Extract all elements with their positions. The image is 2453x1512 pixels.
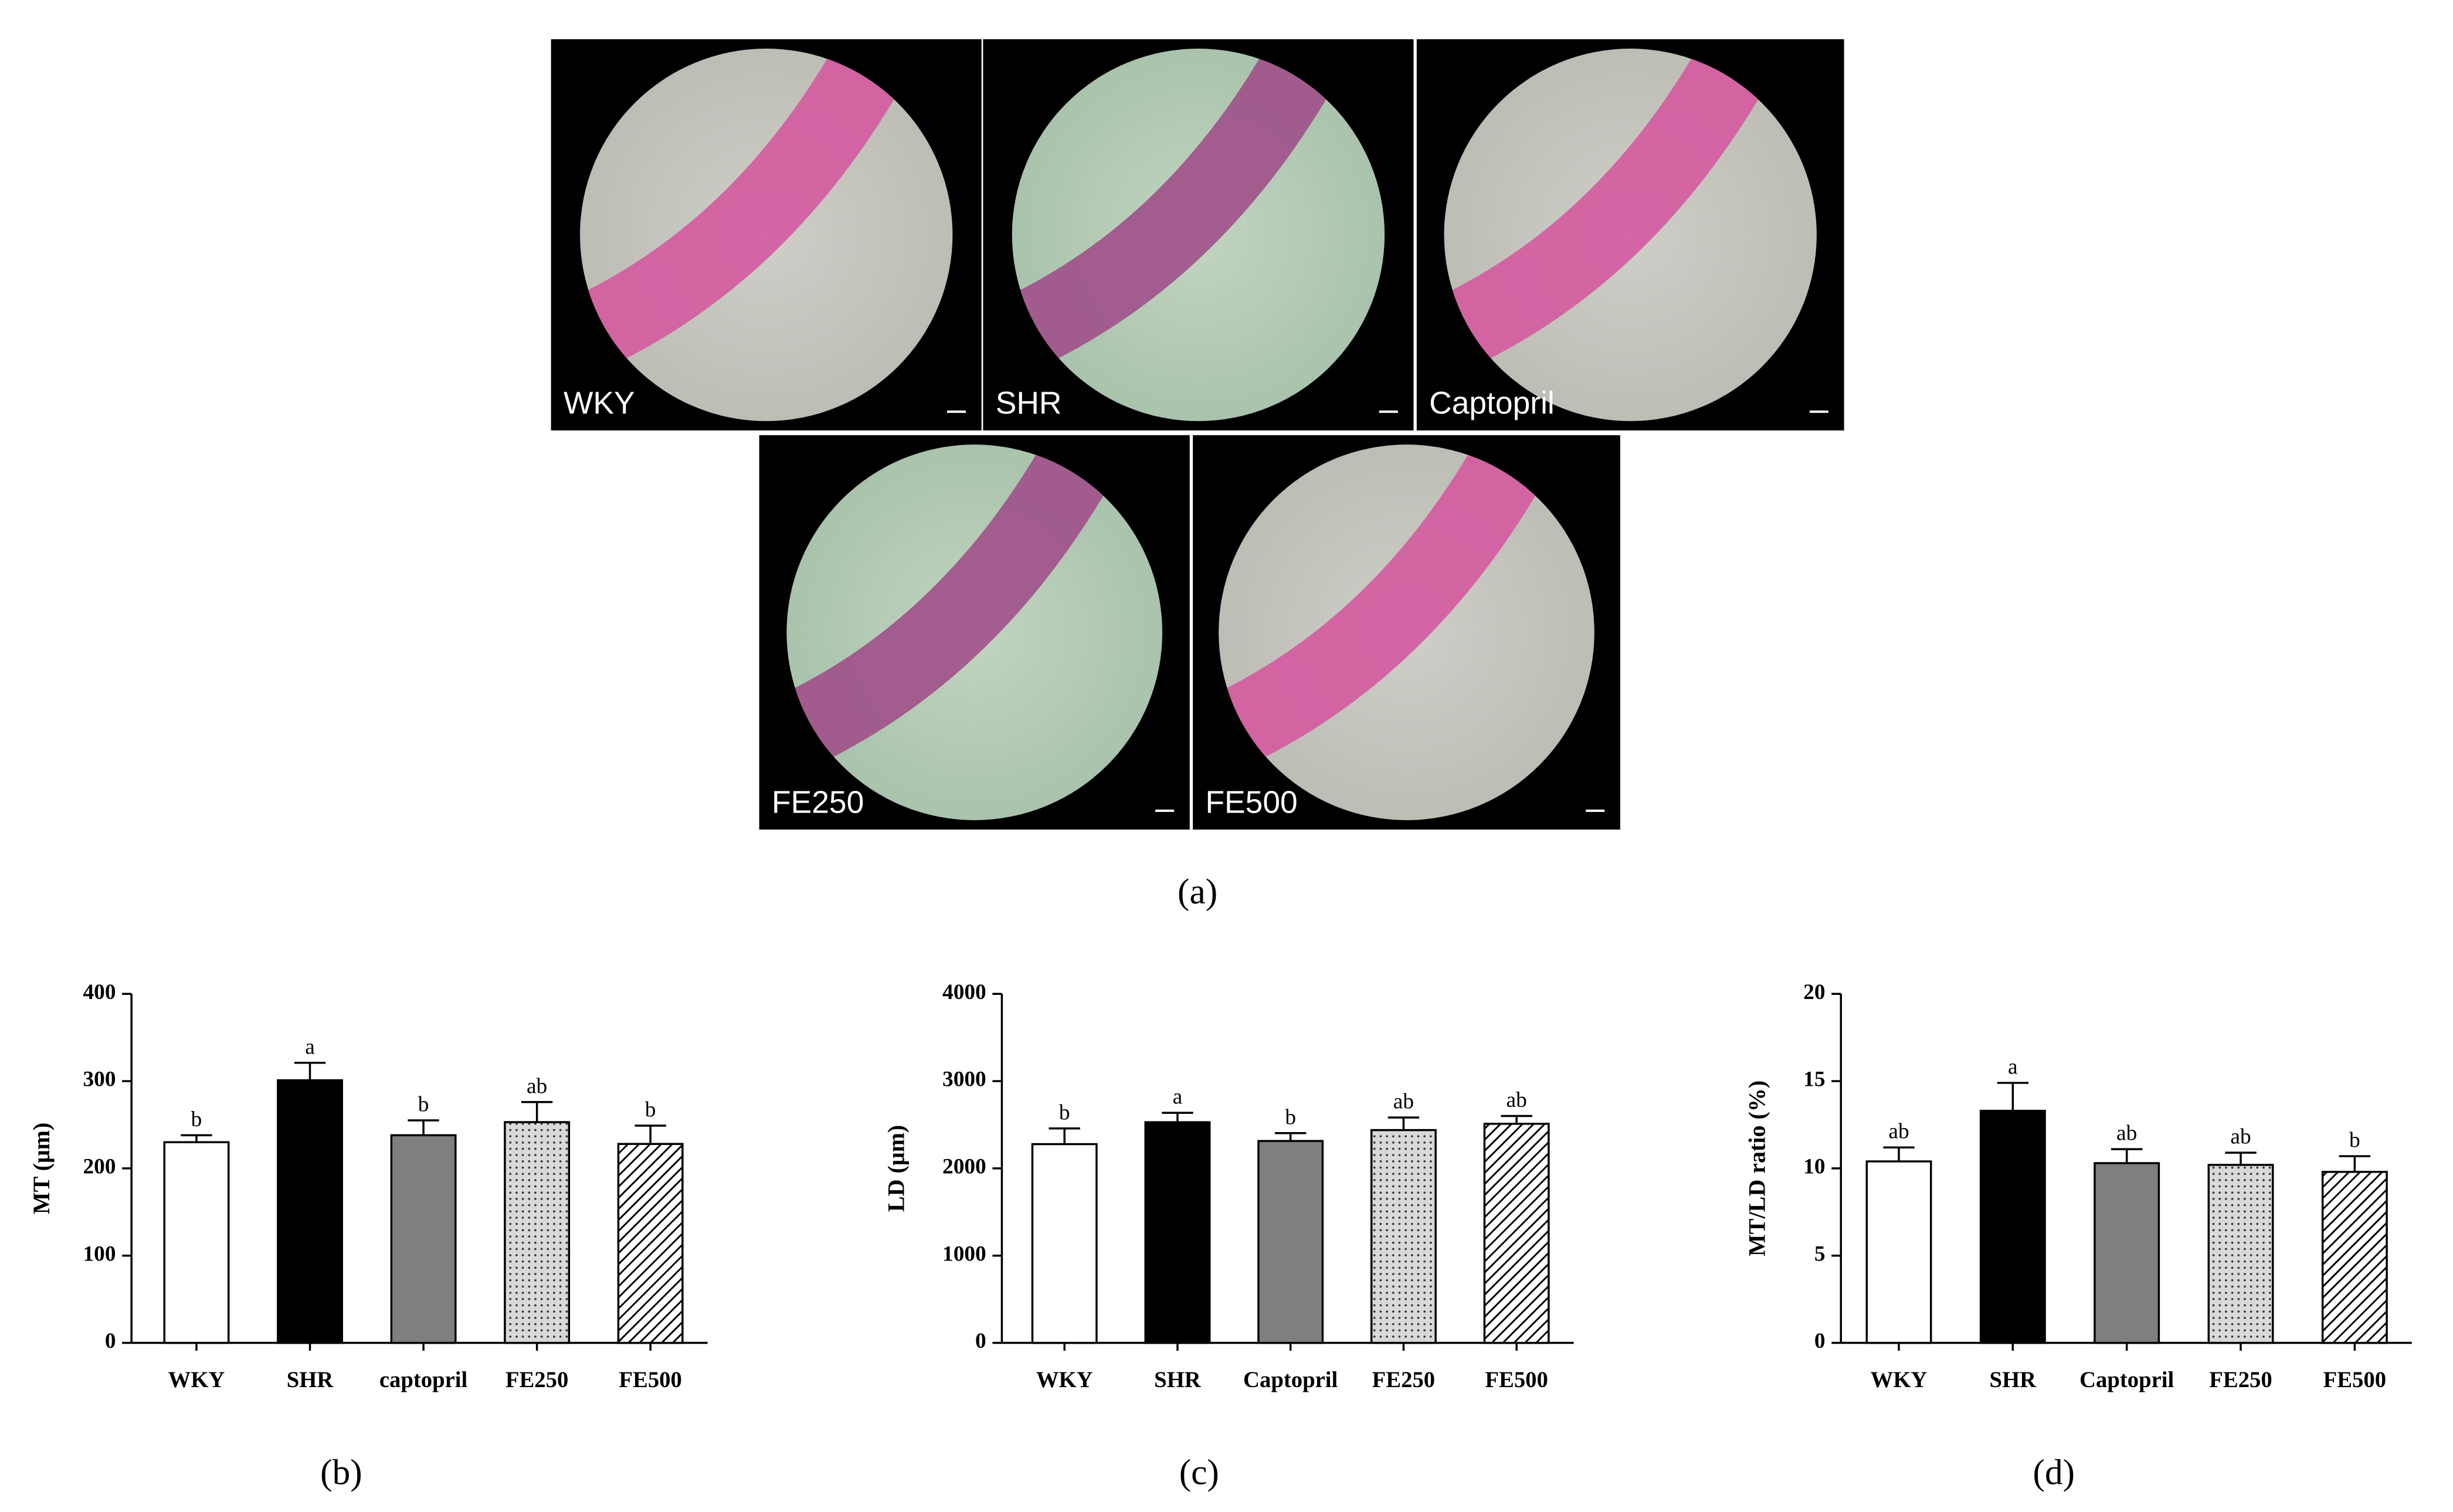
- significance-label: a: [1173, 1085, 1183, 1109]
- y-axis-label: MT/LD ratio (%): [1744, 1081, 1770, 1256]
- significance-label: b: [1059, 1100, 1070, 1124]
- tissue: [1012, 48, 1345, 373]
- significance-label: b: [191, 1107, 202, 1132]
- error-bar: [1883, 1146, 1915, 1161]
- error-bar: [2225, 1151, 2257, 1165]
- bar: [2321, 1171, 2388, 1344]
- y-tick-label: 3000: [942, 1068, 986, 1092]
- micrograph: FE500: [1193, 435, 1620, 830]
- y-tick-label: 2000: [942, 1154, 986, 1178]
- tissue: [786, 444, 1122, 772]
- error-bar: [181, 1134, 212, 1143]
- error-bar: [1387, 1116, 1420, 1130]
- y-tick-label: 0: [1814, 1329, 1826, 1353]
- y-tick-label: 100: [83, 1242, 116, 1266]
- y-tick-label: 400: [83, 980, 116, 1004]
- x-tick-label: WKY: [1036, 1368, 1093, 1392]
- significance-label: ab: [1507, 1088, 1527, 1112]
- x-tick-label: SHR: [1154, 1368, 1202, 1392]
- bar: [1257, 1140, 1324, 1344]
- significance-label: b: [1285, 1105, 1296, 1129]
- x-tick-label: SHR: [287, 1368, 334, 1392]
- error-bar: [2111, 1148, 2143, 1163]
- panel-label: (b): [320, 1453, 362, 1493]
- bar: [277, 1079, 344, 1344]
- bar: [617, 1143, 684, 1344]
- tissue: [1219, 444, 1554, 772]
- significance-label: b: [2349, 1129, 2360, 1153]
- significance-label: ab: [527, 1074, 547, 1098]
- x-tick-label: FE250: [505, 1368, 568, 1392]
- y-tick-label: 4000: [942, 980, 986, 1004]
- x-tick-label: FE500: [1485, 1368, 1548, 1392]
- y-tick-label: 0: [105, 1329, 116, 1353]
- image-label: WKY: [564, 386, 635, 421]
- image-label: Captopril: [1429, 386, 1555, 421]
- y-tick-label: 300: [83, 1068, 116, 1092]
- y-tick-label: 200: [83, 1154, 116, 1178]
- significance-label: a: [305, 1035, 315, 1059]
- image-label: SHR: [996, 386, 1062, 421]
- x-tick-label: captopril: [379, 1368, 468, 1392]
- micrograph: SHR: [983, 39, 1414, 431]
- image-label: FE250: [772, 785, 864, 820]
- x-tick-label: WKY: [1871, 1368, 1928, 1392]
- bar: [1483, 1123, 1550, 1344]
- significance-label: ab: [2230, 1125, 2251, 1149]
- error-bar: [1049, 1127, 1080, 1144]
- significance-label: ab: [1888, 1120, 1909, 1144]
- y-tick-label: 1000: [942, 1242, 986, 1266]
- y-axis-label: MT (μm): [28, 1123, 55, 1214]
- panel-label: (c): [1179, 1453, 1219, 1493]
- y-tick-label: 5: [1814, 1242, 1826, 1266]
- significance-label: a: [2008, 1055, 2018, 1079]
- bar: [2094, 1162, 2160, 1344]
- x-tick-label: SHR: [1990, 1368, 2037, 1392]
- error-bar: [408, 1119, 439, 1136]
- x-tick-label: FE500: [619, 1368, 681, 1392]
- x-tick-label: Captopril: [2079, 1368, 2174, 1392]
- y-axis-label: LD (μm): [883, 1125, 909, 1212]
- x-tick-label: Captopril: [1243, 1368, 1338, 1392]
- error-bar: [2339, 1155, 2371, 1172]
- y-tick-label: 15: [1803, 1068, 1825, 1092]
- error-bar: [521, 1101, 553, 1123]
- significance-label: b: [418, 1093, 429, 1117]
- error-bar: [1274, 1132, 1307, 1141]
- tissue: [1444, 48, 1777, 373]
- bar: [390, 1134, 457, 1344]
- panel-label: (d): [2033, 1453, 2075, 1493]
- y-tick-label: 10: [1803, 1154, 1825, 1178]
- error-bar: [1501, 1115, 1532, 1124]
- significance-label: ab: [1393, 1090, 1414, 1114]
- bar: [1979, 1109, 2046, 1344]
- x-tick-label: FE250: [2209, 1368, 2272, 1392]
- error-bar: [1162, 1112, 1193, 1123]
- micrograph: Captopril: [1416, 39, 1844, 431]
- micrograph: WKY: [551, 39, 982, 431]
- tissue: [580, 48, 912, 373]
- significance-label: ab: [2116, 1122, 2137, 1146]
- bar: [163, 1141, 230, 1344]
- x-tick-label: FE500: [2323, 1368, 2386, 1392]
- micrograph: FE250: [759, 435, 1190, 830]
- bar: [504, 1121, 571, 1344]
- error-bar: [635, 1124, 666, 1144]
- bar: [2207, 1164, 2274, 1344]
- image-label: FE500: [1205, 785, 1297, 820]
- bar: [1370, 1129, 1437, 1344]
- bar: [1865, 1160, 1932, 1344]
- bar: [1031, 1143, 1098, 1344]
- y-tick-label: 0: [975, 1329, 986, 1353]
- error-bar: [1997, 1082, 2029, 1111]
- x-tick-label: FE250: [1372, 1368, 1435, 1392]
- bar: [1144, 1121, 1211, 1344]
- y-tick-label: 20: [1803, 980, 1825, 1004]
- significance-label: b: [645, 1098, 656, 1122]
- x-tick-label: WKY: [168, 1368, 225, 1392]
- error-bar: [294, 1062, 326, 1081]
- panel-label: (a): [1178, 872, 1217, 912]
